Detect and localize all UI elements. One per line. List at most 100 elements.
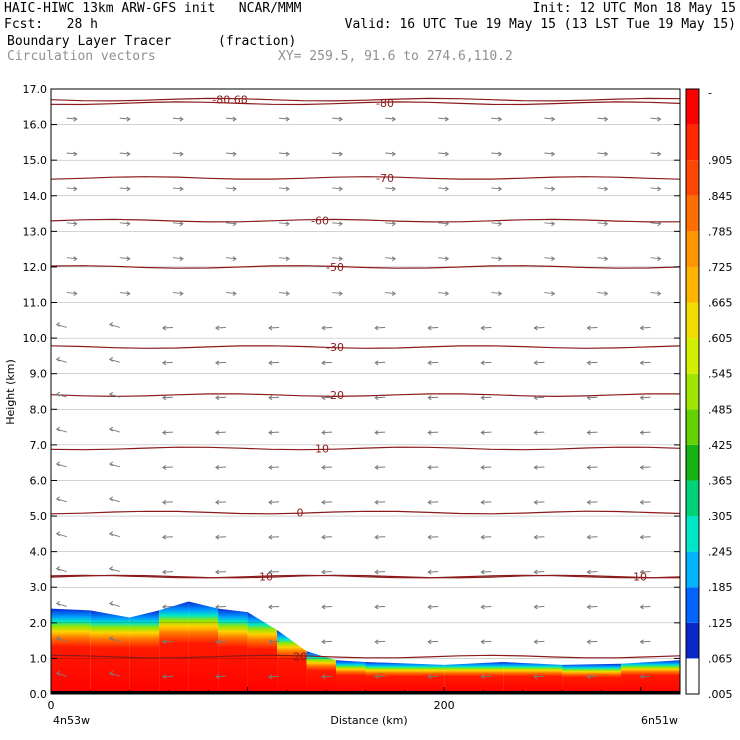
vector-arrow (587, 466, 598, 468)
vector-arrow (587, 675, 598, 678)
vector-arrow-head (179, 221, 184, 227)
vector-arrow (385, 222, 396, 225)
vector-arrow-head (215, 325, 220, 331)
y-tick-label: 3.0 (30, 581, 48, 594)
vector-arrow (278, 187, 290, 190)
vector-arrow (162, 675, 173, 678)
vector-arrow (491, 117, 502, 120)
vector-arrow-head (108, 601, 114, 606)
vector-arrow-head (161, 569, 167, 575)
vector-arrow-head (161, 430, 167, 435)
vector-arrow (268, 605, 280, 608)
vector-arrow-head (427, 360, 432, 366)
vector-arrow (587, 605, 598, 608)
tracer-segment (306, 651, 337, 694)
vector-arrow-head (338, 256, 343, 262)
tracer-segment (159, 601, 189, 694)
y-tick-label: 7.0 (30, 439, 48, 452)
vector-arrow-head (604, 291, 609, 296)
contour-label: 20 (293, 651, 307, 664)
vector-arrow-head (161, 639, 167, 645)
vector-arrow (385, 152, 396, 155)
vector-arrow (268, 361, 280, 364)
colorbar-swatch (686, 231, 699, 267)
colorbar-frame (685, 88, 700, 695)
vector-arrow-head (73, 256, 78, 262)
vector-arrow (375, 501, 386, 503)
y-tick-label: 4.0 (30, 546, 48, 559)
colorbar: .005 .065 .125 .185 .245 .305 .365 .425 .485 .545… (685, 87, 733, 701)
vector-arrow-head (126, 256, 131, 262)
vector-arrow (66, 222, 77, 225)
vector-arrow-head (639, 499, 644, 505)
vector-arrow (597, 222, 608, 225)
contour-label: -30 (326, 341, 344, 354)
vector-arrow-head (73, 186, 78, 192)
vector-arrow (215, 675, 226, 678)
tracer-segment (277, 629, 307, 694)
vector-arrow (215, 396, 226, 399)
vector-arrow-head (321, 395, 326, 401)
vector-arrow-head (498, 221, 503, 227)
vector-arrow-head (321, 360, 326, 366)
vector-arrow (162, 640, 173, 643)
contour-line (51, 574, 680, 579)
vector-arrow (385, 292, 396, 295)
vector-arrow (322, 396, 333, 399)
vector-arrow-head (551, 256, 556, 262)
colorbar-swatch (686, 302, 699, 339)
vector-arrow (332, 257, 343, 260)
vector-arrow (56, 393, 67, 398)
vector-arrow-head (533, 674, 538, 680)
vector-arrow (172, 187, 183, 190)
colorbar-label: .245 (708, 546, 733, 559)
vector-arrow-head (108, 391, 114, 397)
vector-arrow-head (444, 151, 450, 157)
vector-arrow (544, 222, 555, 225)
vector-arrow-head (108, 531, 114, 537)
vector-arrow (428, 605, 439, 608)
colorbar-swatch (686, 160, 699, 196)
vector-arrow (375, 536, 386, 538)
vector-arrow-head (427, 604, 432, 610)
vector-arrow-head (55, 670, 61, 676)
field-name: Boundary Layer Tracer (7, 34, 172, 49)
contour-line (51, 218, 680, 223)
vector-arrow (481, 466, 492, 468)
vector-arrow (534, 675, 545, 678)
vector-arrow (162, 605, 173, 608)
vector-arrow-head (285, 186, 290, 192)
vector-arrow-head (108, 566, 114, 571)
vector-name: Circulation vectors (7, 49, 156, 64)
vector-arrow (119, 292, 130, 295)
vector-arrow-head (444, 221, 450, 227)
vector-arrow (332, 292, 343, 295)
vector-arrow (375, 640, 386, 643)
contour-label: -80 (376, 97, 394, 110)
tracer-segment (562, 663, 622, 694)
x-axis: 0 200 (48, 687, 681, 712)
tracer-segment (503, 661, 563, 694)
vector-arrow (534, 536, 545, 538)
vector-arrow (172, 152, 183, 155)
y-tick-label: 9.0 (30, 368, 48, 381)
vector-arrow (322, 605, 333, 608)
vector-arrow-head (586, 465, 591, 470)
y-tick-label: 17.0 (23, 83, 48, 96)
vector-arrow (225, 187, 236, 190)
vector-arrow-head (639, 395, 644, 401)
vector-arrow-head (444, 291, 450, 296)
y-tick-label: 1.0 (30, 652, 48, 665)
colorbar-swatch (686, 480, 699, 517)
vector-arrow (109, 602, 120, 607)
vector-arrow (438, 257, 449, 260)
vector-arrow (66, 117, 77, 120)
vector-arrow (640, 396, 651, 399)
vector-arrow-head (268, 534, 273, 540)
vector-arrow-head (639, 534, 644, 540)
vector-arrow (650, 152, 661, 155)
vector-arrow (428, 466, 439, 468)
vector-arrow-head (427, 639, 432, 645)
colorbar-swatch (686, 622, 699, 659)
vector-arrow (268, 326, 280, 329)
